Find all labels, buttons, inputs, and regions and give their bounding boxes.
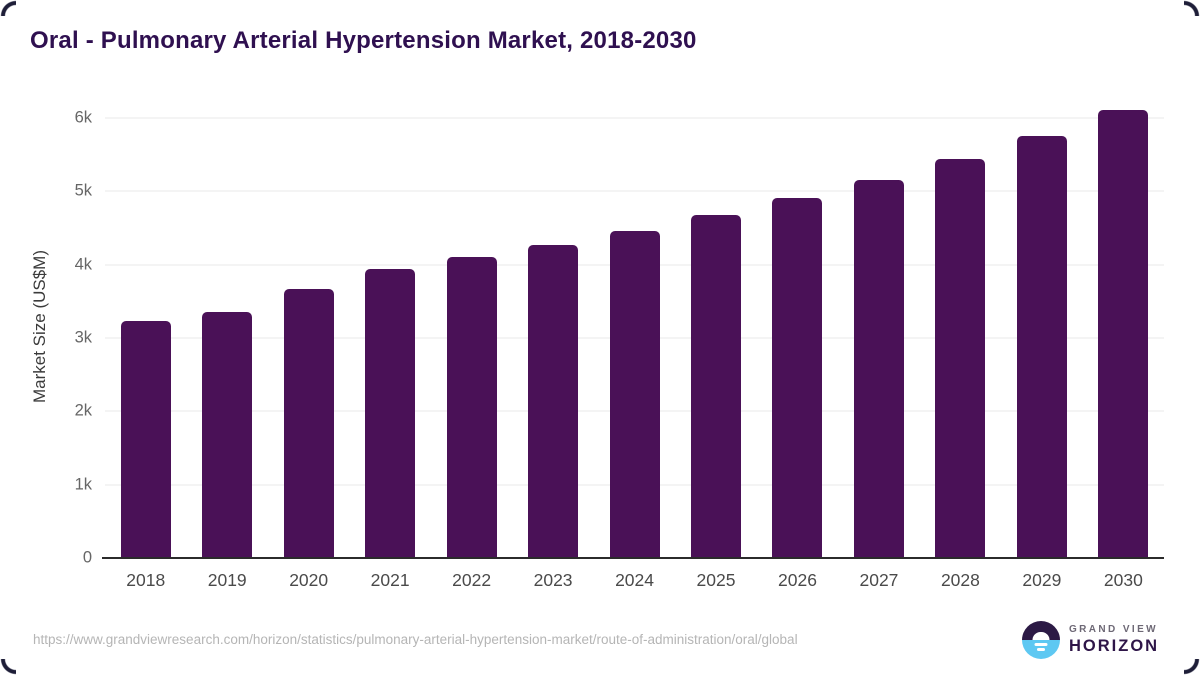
corner-artifact-top-left: [0, 0, 16, 16]
y-tick-label-1k: 1k: [74, 475, 92, 494]
x-tick-label-2030: 2030: [1103, 570, 1143, 590]
bar-2028[interactable]: [935, 158, 986, 558]
x-tick-label-2022: 2022: [452, 570, 492, 590]
bar-2025[interactable]: [691, 215, 742, 558]
x-tick-label-2025: 2025: [696, 570, 736, 590]
x-tick-label-2018: 2018: [126, 570, 166, 590]
bar-slot-2026: [757, 95, 838, 558]
bar-2023[interactable]: [528, 245, 579, 558]
plot-area: 2018 2019 2020 2021 2022 2023 2024 2025 2026 2027…: [75, 95, 1164, 590]
bar-2022[interactable]: [446, 257, 497, 558]
bar-slot-2020: [268, 95, 349, 558]
chart-title: Oral - Pulmonary Arterial Hypertension M…: [30, 27, 697, 54]
x-axis-line: [102, 557, 1164, 559]
corner-artifact-top-right: [1184, 0, 1200, 16]
y-tick-label-6k: 6k: [74, 108, 92, 127]
corner-artifact-bottom-right: [1184, 659, 1200, 675]
bar-2021[interactable]: [365, 268, 416, 558]
x-tick-label-2021: 2021: [370, 570, 410, 590]
x-tick-label-2024: 2024: [615, 570, 655, 590]
bar-slot-2029: [1001, 95, 1082, 558]
y-tick-label-0: 0: [82, 548, 92, 567]
bar-series: [105, 95, 1164, 558]
gridline-6k: [105, 117, 1164, 119]
bar-slot-2025: [675, 95, 756, 558]
bar-2029[interactable]: [1016, 136, 1067, 558]
bar-slot-2021: [349, 95, 430, 558]
x-axis-labels: 2018 2019 2020 2021 2022 2023 2024 2025 2026 2027…: [105, 570, 1164, 591]
bar-slot-2030: [1083, 95, 1164, 558]
source-url: https://www.grandviewresearch.com/horizo…: [33, 632, 798, 647]
x-tick-label-2028: 2028: [940, 570, 980, 590]
horizon-sun-icon: [1022, 621, 1060, 659]
bar-slot-2028: [920, 95, 1001, 558]
gridline-5k: [105, 190, 1164, 192]
y-tick-label-4k: 4k: [74, 255, 92, 273]
bar-2024[interactable]: [609, 231, 660, 558]
x-tick-label-2019: 2019: [207, 570, 247, 590]
bar-2030[interactable]: [1098, 110, 1149, 558]
bar-slot-2022: [431, 95, 512, 558]
bar-slot-2024: [594, 95, 675, 558]
logo-brand-top: GRAND VIEW: [1069, 624, 1158, 635]
bar-2018[interactable]: [120, 321, 171, 558]
bar-slot-2019: [186, 95, 267, 558]
bar-slot-2018: [105, 95, 186, 558]
corner-artifact-bottom-left: [0, 659, 16, 675]
x-tick-label-2027: 2027: [859, 570, 899, 590]
bar-2019[interactable]: [202, 312, 253, 558]
bar-slot-2023: [512, 95, 593, 558]
bar-2020[interactable]: [283, 289, 334, 558]
bar-2027[interactable]: [853, 180, 904, 558]
y-tick-label-5k: 5k: [74, 181, 92, 200]
grandview-horizon-logo: GRAND VIEW HORIZON: [1022, 621, 1159, 659]
bar-2026[interactable]: [772, 198, 823, 558]
y-tick-label-3k: 3k: [74, 328, 92, 347]
x-tick-label-2026: 2026: [778, 570, 817, 590]
x-tick-label-2029: 2029: [1022, 570, 1062, 590]
logo-brand-bottom: HORIZON: [1069, 637, 1160, 655]
x-tick-label-2023: 2023: [533, 570, 573, 590]
y-axis-title: Market Size (US$M): [30, 249, 49, 404]
bar-slot-2027: [838, 95, 919, 558]
x-tick-label-2020: 2020: [289, 570, 329, 590]
y-tick-label-2k: 2k: [74, 401, 92, 420]
